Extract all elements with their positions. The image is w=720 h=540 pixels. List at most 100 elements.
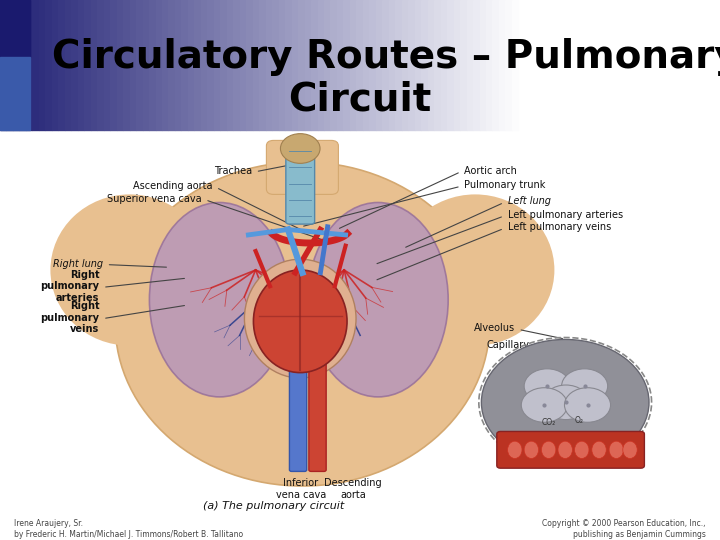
- Bar: [421, 0, 428, 130]
- Bar: [480, 0, 486, 130]
- Text: Right
pulmonary
arteries: Right pulmonary arteries: [40, 269, 99, 303]
- Bar: [181, 0, 188, 130]
- Bar: [499, 0, 505, 130]
- Ellipse shape: [50, 194, 209, 346]
- Bar: [428, 0, 434, 130]
- Circle shape: [521, 388, 567, 422]
- Circle shape: [543, 385, 589, 420]
- Text: Right lung: Right lung: [53, 259, 103, 268]
- Bar: [14, 140, 706, 518]
- Bar: [512, 0, 518, 130]
- Bar: [356, 0, 363, 130]
- Bar: [123, 0, 130, 130]
- FancyBboxPatch shape: [286, 148, 315, 224]
- Bar: [149, 0, 156, 130]
- Bar: [194, 0, 201, 130]
- Bar: [0, 0, 6, 130]
- Text: Ascending aorta: Ascending aorta: [133, 181, 212, 191]
- Text: Capillary: Capillary: [486, 340, 529, 349]
- Bar: [253, 0, 259, 130]
- Bar: [454, 0, 460, 130]
- Circle shape: [524, 369, 570, 403]
- Bar: [32, 0, 39, 130]
- Ellipse shape: [508, 441, 522, 458]
- Bar: [447, 0, 454, 130]
- Bar: [376, 0, 382, 130]
- Ellipse shape: [307, 202, 448, 397]
- Bar: [6, 0, 13, 130]
- Ellipse shape: [281, 133, 320, 163]
- Bar: [402, 0, 408, 130]
- FancyBboxPatch shape: [289, 360, 307, 471]
- Bar: [201, 0, 207, 130]
- Bar: [26, 0, 32, 130]
- Bar: [415, 0, 421, 130]
- Bar: [52, 0, 58, 130]
- Bar: [311, 0, 318, 130]
- Bar: [207, 0, 214, 130]
- Ellipse shape: [245, 259, 356, 378]
- Text: Trachea: Trachea: [214, 166, 252, 176]
- Bar: [389, 0, 395, 130]
- Ellipse shape: [396, 194, 554, 346]
- Circle shape: [482, 340, 649, 465]
- Bar: [343, 0, 350, 130]
- Bar: [460, 0, 467, 130]
- Text: CO₂: CO₂: [541, 418, 556, 427]
- Bar: [175, 0, 181, 130]
- FancyBboxPatch shape: [309, 360, 326, 471]
- Text: Left pulmonary veins: Left pulmonary veins: [508, 222, 611, 232]
- Text: (a) The pulmonary circuit: (a) The pulmonary circuit: [203, 501, 344, 511]
- Bar: [266, 0, 272, 130]
- Bar: [188, 0, 194, 130]
- Bar: [350, 0, 356, 130]
- Bar: [240, 0, 246, 130]
- Ellipse shape: [541, 441, 556, 458]
- Text: Alveolus: Alveolus: [474, 323, 515, 333]
- FancyBboxPatch shape: [497, 431, 644, 468]
- Bar: [259, 0, 266, 130]
- Bar: [143, 0, 149, 130]
- Text: Left pulmonary arteries: Left pulmonary arteries: [508, 210, 623, 220]
- Bar: [104, 0, 110, 130]
- Bar: [214, 0, 220, 130]
- Bar: [13, 0, 19, 130]
- Bar: [492, 0, 499, 130]
- Bar: [441, 0, 447, 130]
- Bar: [279, 0, 285, 130]
- Circle shape: [564, 388, 611, 422]
- Text: O₂: O₂: [575, 416, 584, 424]
- Text: Inferior
vena cava: Inferior vena cava: [276, 478, 326, 500]
- FancyBboxPatch shape: [266, 140, 338, 194]
- Ellipse shape: [558, 441, 572, 458]
- Bar: [395, 0, 402, 130]
- Bar: [156, 0, 162, 130]
- Bar: [84, 0, 91, 130]
- Bar: [78, 0, 84, 130]
- Bar: [408, 0, 415, 130]
- Bar: [382, 0, 389, 130]
- Text: Aortic arch: Aortic arch: [464, 166, 517, 176]
- Ellipse shape: [592, 441, 606, 458]
- Bar: [467, 0, 473, 130]
- Bar: [130, 0, 136, 130]
- Bar: [285, 0, 292, 130]
- Bar: [369, 0, 376, 130]
- Ellipse shape: [150, 202, 289, 397]
- Ellipse shape: [115, 162, 490, 486]
- Bar: [246, 0, 253, 130]
- Bar: [162, 0, 168, 130]
- Bar: [298, 0, 305, 130]
- Bar: [71, 0, 78, 130]
- Text: Pulmonary trunk: Pulmonary trunk: [464, 180, 546, 190]
- Bar: [0, 0, 30, 57]
- Text: Descending
aorta: Descending aorta: [324, 478, 382, 500]
- Bar: [97, 0, 104, 130]
- Bar: [45, 0, 52, 130]
- Ellipse shape: [524, 441, 539, 458]
- Bar: [91, 0, 97, 130]
- Bar: [434, 0, 441, 130]
- Text: Superior vena cava: Superior vena cava: [107, 194, 202, 204]
- Ellipse shape: [609, 441, 624, 458]
- Bar: [292, 0, 298, 130]
